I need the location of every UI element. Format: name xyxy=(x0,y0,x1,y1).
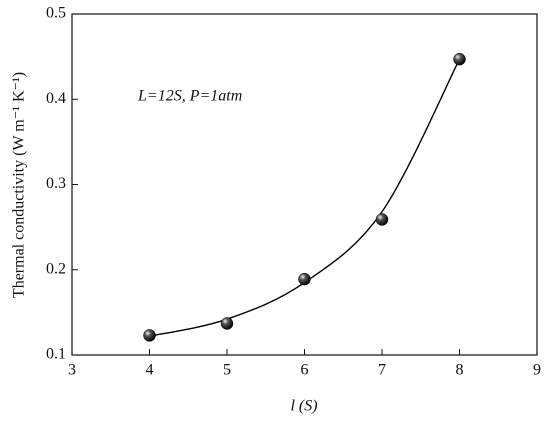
x-tick-label: 9 xyxy=(533,362,541,379)
x-tick-label: 3 xyxy=(68,362,76,379)
plot-frame xyxy=(71,13,538,356)
y-tick-label: 0.2 xyxy=(46,260,66,277)
data-point xyxy=(375,213,389,226)
data-point xyxy=(143,329,156,342)
x-axis-label: l (S) xyxy=(290,398,317,415)
y-tick-label: 0.3 xyxy=(46,175,66,192)
x-tick-label: 4 xyxy=(146,362,154,379)
annotation: L=12S, P=1atm xyxy=(137,88,242,105)
x-tick-label: 5 xyxy=(223,362,231,379)
data-point xyxy=(453,52,466,66)
x-tick-label: 7 xyxy=(378,362,386,379)
data-point xyxy=(220,317,234,330)
data-point xyxy=(298,272,311,286)
x-tick-label: 8 xyxy=(456,362,464,379)
y-tick-label: 0.5 xyxy=(46,5,66,22)
y-tick-label: 0.1 xyxy=(46,346,66,363)
fit-curve xyxy=(149,58,461,337)
y-tick-label: 0.4 xyxy=(46,90,66,107)
x-tick-label: 6 xyxy=(301,362,309,379)
y-axis-label: Thermal conductivity (W m⁻¹ K⁻¹) xyxy=(11,72,28,298)
